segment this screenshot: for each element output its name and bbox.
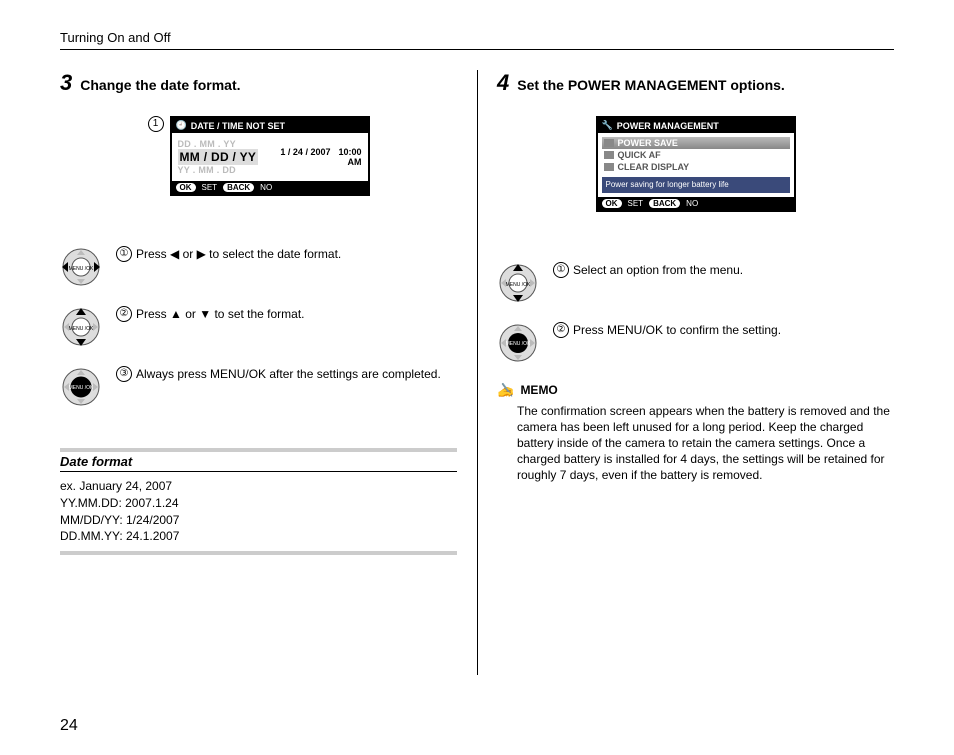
lcd-footer: OK SET BACK NO <box>598 197 794 210</box>
num-2: ② <box>116 306 132 322</box>
menu-item-clear-display: CLEAR DISPLAY <box>602 161 790 173</box>
step-heading-3: 3 Change the date format. <box>60 70 457 96</box>
callout-1: 1 <box>148 116 164 132</box>
svg-text:MENU /OK: MENU /OK <box>69 326 94 332</box>
up-triangle-icon: ▲ <box>170 307 182 321</box>
wrench-icon: 🔧 <box>602 120 613 131</box>
date-format-heading: Date format <box>60 454 457 472</box>
instr-3-text: Always press MENU/OK after the settings … <box>136 366 441 382</box>
ex-line-4: DD.MM.YY: 24.1.2007 <box>60 528 457 545</box>
left-column: 3 Change the date format. 1 🕘 DATE / TIM… <box>60 70 477 557</box>
section-header: Turning On and Off <box>60 30 894 50</box>
gray-bar-bottom <box>60 551 457 555</box>
back-pill: BACK <box>223 183 254 192</box>
num-3: ③ <box>116 366 132 382</box>
lcd-footer: OK SET BACK NO <box>172 181 368 194</box>
set-label: SET <box>202 183 218 192</box>
page-number: 24 <box>60 717 78 735</box>
step-number: 4 <box>497 70 509 96</box>
instruction-1: MENU /OK ① Press ◀ or ▶ to select the da… <box>60 246 457 288</box>
num-1: ① <box>116 246 132 262</box>
lcd-title-bar: 🕘 DATE / TIME NOT SET <box>172 118 368 133</box>
display-icon <box>604 163 614 171</box>
column-divider <box>477 70 478 675</box>
af-icon <box>604 151 614 159</box>
instr-r1-text: Select an option from the menu. <box>573 262 743 278</box>
format-option-selected: MM / DD / YY <box>178 149 259 165</box>
memo-label: MEMO <box>520 383 557 397</box>
lcd-body: POWER SAVE QUICK AF CLEAR DISPLAY Power … <box>598 133 794 197</box>
lcd-screenshot-power: 🔧 POWER MANAGEMENT POWER SAVE QUICK AF C… <box>497 116 894 212</box>
lcd-screen: 🔧 POWER MANAGEMENT POWER SAVE QUICK AF C… <box>596 116 796 212</box>
ex-line-2: YY.MM.DD: 2007.1.24 <box>60 495 457 512</box>
date-format-examples: ex. January 24, 2007 YY.MM.DD: 2007.1.24… <box>60 478 457 545</box>
step-title: Change the date format. <box>80 77 240 93</box>
set-label: SET <box>628 199 644 208</box>
lcd-screenshot-date: 1 🕘 DATE / TIME NOT SET DD . MM . YY MM … <box>60 116 457 196</box>
right-triangle-icon: ▶ <box>197 247 206 261</box>
hand-icon: ✍ <box>497 382 514 399</box>
no-label: NO <box>260 183 272 192</box>
back-pill: BACK <box>649 199 680 208</box>
svg-text:MENU /OK: MENU /OK <box>69 266 94 272</box>
num-1: ① <box>553 262 569 278</box>
instruction-3: MENU /OK ③ Always press MENU/OK after th… <box>60 366 457 408</box>
navpad-updown-icon: MENU /OK <box>60 306 102 348</box>
ex-line-3: MM/DD/YY: 1/24/2007 <box>60 512 457 529</box>
svg-text:MENU /OK: MENU /OK <box>506 341 531 347</box>
format-option-bottom: YY . MM . DD <box>178 165 259 175</box>
instr-1-text: Press ◀ or ▶ to select the date format. <box>136 246 341 262</box>
instruction-2: MENU /OK ② Press ▲ or ▼ to set the forma… <box>60 306 457 348</box>
lcd-datetime: 1 / 24 / 200710:00 AM <box>280 147 361 167</box>
instr-2-text: Press ▲ or ▼ to set the format. <box>136 306 305 322</box>
lcd-hint: Power saving for longer battery life <box>602 177 790 193</box>
navpad-updown-icon: MENU /OK <box>497 262 539 304</box>
gray-bar-top <box>60 448 457 452</box>
no-label: NO <box>686 199 698 208</box>
down-triangle-icon: ▼ <box>199 307 211 321</box>
ex-line-1: ex. January 24, 2007 <box>60 478 457 495</box>
num-2: ② <box>553 322 569 338</box>
navpad-center-icon: MENU /OK <box>60 366 102 408</box>
lcd-date: 1 / 24 / 200710:00 <box>280 147 361 157</box>
date-format-block: Date format ex. January 24, 2007 YY.MM.D… <box>60 448 457 555</box>
clock-icon: 🕘 <box>176 120 187 131</box>
step-number: 3 <box>60 70 72 96</box>
ok-pill: OK <box>176 183 196 192</box>
step-heading-4: 4 Set the POWER MANAGEMENT options. <box>497 70 894 96</box>
lcd-title-text: DATE / TIME NOT SET <box>191 121 285 131</box>
svg-text:MENU /OK: MENU /OK <box>69 385 94 391</box>
instr-r2-text: Press MENU/OK to confirm the setting. <box>573 322 781 338</box>
left-triangle-icon: ◀ <box>170 247 179 261</box>
instruction-r1: MENU /OK ① Select an option from the men… <box>497 262 894 304</box>
lcd-ampm: AM <box>280 157 361 167</box>
svg-text:MENU /OK: MENU /OK <box>506 282 531 288</box>
instruction-r2: MENU /OK ② Press MENU/OK to confirm the … <box>497 322 894 364</box>
lcd-body: DD . MM . YY MM / DD / YY YY . MM . DD 1… <box>172 133 368 181</box>
menu-item-quick-af: QUICK AF <box>602 149 790 161</box>
step-title: Set the POWER MANAGEMENT options. <box>517 77 785 93</box>
memo-heading: ✍ MEMO <box>497 382 894 399</box>
right-column: 4 Set the POWER MANAGEMENT options. 🔧 PO… <box>477 70 894 557</box>
ok-pill: OK <box>602 199 622 208</box>
lcd-screen: 🕘 DATE / TIME NOT SET DD . MM . YY MM / … <box>170 116 370 196</box>
navpad-leftright-icon: MENU /OK <box>60 246 102 288</box>
lcd-title-bar: 🔧 POWER MANAGEMENT <box>598 118 794 133</box>
navpad-center-icon: MENU /OK <box>497 322 539 364</box>
lcd-title-text: POWER MANAGEMENT <box>617 121 719 131</box>
format-option-top: DD . MM . YY <box>178 139 259 149</box>
menu-item-power-save: POWER SAVE <box>602 137 790 149</box>
memo-body: The confirmation screen appears when the… <box>517 403 894 484</box>
camera-icon <box>604 139 614 147</box>
